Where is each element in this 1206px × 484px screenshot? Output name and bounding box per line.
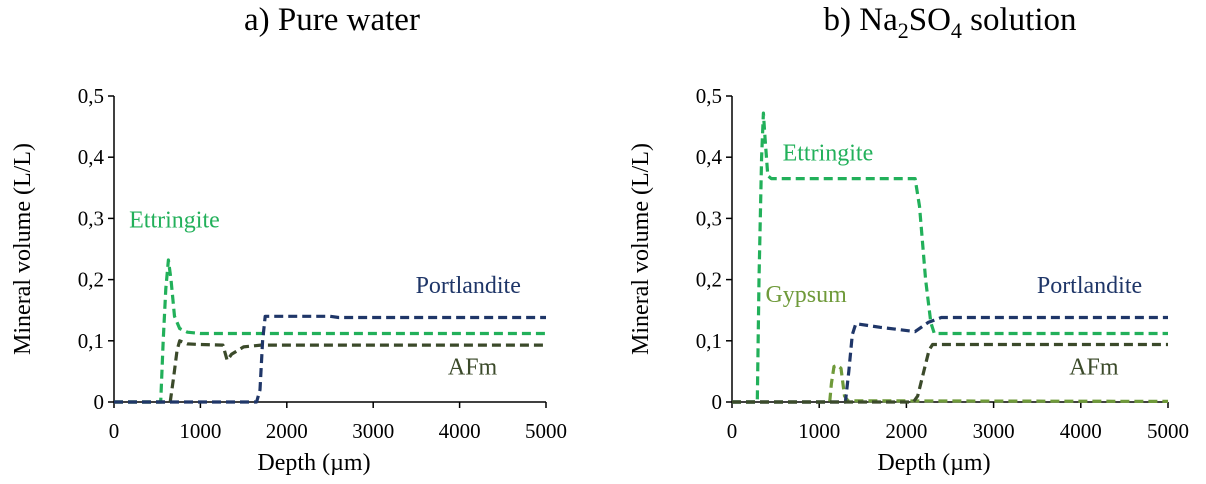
series-line-portlandite xyxy=(732,315,1168,404)
chart-panel-2: b) Na2SO4 solution 0 0,1 0,2 0,3 0,4 0,5 0 1000 2… xyxy=(628,2,1189,476)
x-tick-label: 0 xyxy=(727,419,738,443)
x-tick-label: 1000 xyxy=(179,419,221,443)
title-text: SO xyxy=(909,2,951,38)
title-text: solution xyxy=(962,2,1077,38)
y-axis-label: Mineral volume (L/L) xyxy=(628,143,654,355)
series-label-afm: AFm xyxy=(1069,354,1119,380)
title-prefix: a) xyxy=(244,2,278,38)
series-label-portlandite: Portlandite xyxy=(1037,273,1142,299)
x-tick-label: 4000 xyxy=(439,419,481,443)
y-axis-label: Mineral volume (L/L) xyxy=(10,143,36,355)
series-label-afm: AFm xyxy=(448,354,498,380)
y-tick-label: 0,5 xyxy=(696,84,722,108)
x-axis-label: Depth (µm) xyxy=(877,450,990,476)
y-tick-label: 0,2 xyxy=(78,268,104,292)
x-tick-label: 5000 xyxy=(1147,419,1189,443)
y-tick-label: 0,4 xyxy=(696,145,723,169)
series-label-ettringite: Ettringite xyxy=(129,208,220,234)
series-label-gypsum: Gypsum xyxy=(765,282,847,308)
series-label-portlandite: Portlandite xyxy=(416,273,521,299)
series-label-ettringite: Ettringite xyxy=(783,140,874,166)
title-text: Pure water xyxy=(278,2,420,38)
y-tick-label: 0 xyxy=(712,390,723,414)
series-line-ettringite xyxy=(114,258,546,404)
y-tick-label: 0,4 xyxy=(78,145,105,169)
title-subscript: 2 xyxy=(898,18,909,43)
x-axis-label: Depth (µm) xyxy=(257,450,370,476)
x-tick-label: 3000 xyxy=(352,419,394,443)
y-tick-label: 0,2 xyxy=(696,268,722,292)
title-text: Na xyxy=(859,2,898,38)
chart-panel-1: a) Pure water 0 0,1 0,2 0,3 0,4 0,5 0 1000 2000 30… xyxy=(10,2,567,476)
y-tick-label: 0,3 xyxy=(78,206,104,230)
chart-title: a) Pure water xyxy=(244,2,420,38)
y-tick-label: 0,1 xyxy=(696,329,722,353)
x-tick-label: 4000 xyxy=(1060,419,1102,443)
x-tick-label: 5000 xyxy=(525,419,567,443)
x-tick-label: 2000 xyxy=(266,419,308,443)
title-prefix: b) xyxy=(823,2,859,38)
series-line-portlandite xyxy=(114,314,546,404)
y-tick-label: 0,1 xyxy=(78,329,104,353)
title-subscript: 4 xyxy=(951,18,962,43)
y-tick-label: 0,5 xyxy=(78,84,104,108)
x-tick-label: 2000 xyxy=(885,419,927,443)
y-tick-label: 0,3 xyxy=(696,206,722,230)
x-tick-label: 0 xyxy=(109,419,120,443)
series-line-afm xyxy=(732,342,1168,404)
series-line-ettringite xyxy=(732,111,1168,404)
chart-title: b) Na2SO4 solution xyxy=(823,2,1076,43)
x-tick-label: 3000 xyxy=(973,419,1015,443)
y-tick-label: 0 xyxy=(94,390,105,414)
series-line-afm xyxy=(114,339,546,404)
x-tick-label: 1000 xyxy=(798,419,840,443)
